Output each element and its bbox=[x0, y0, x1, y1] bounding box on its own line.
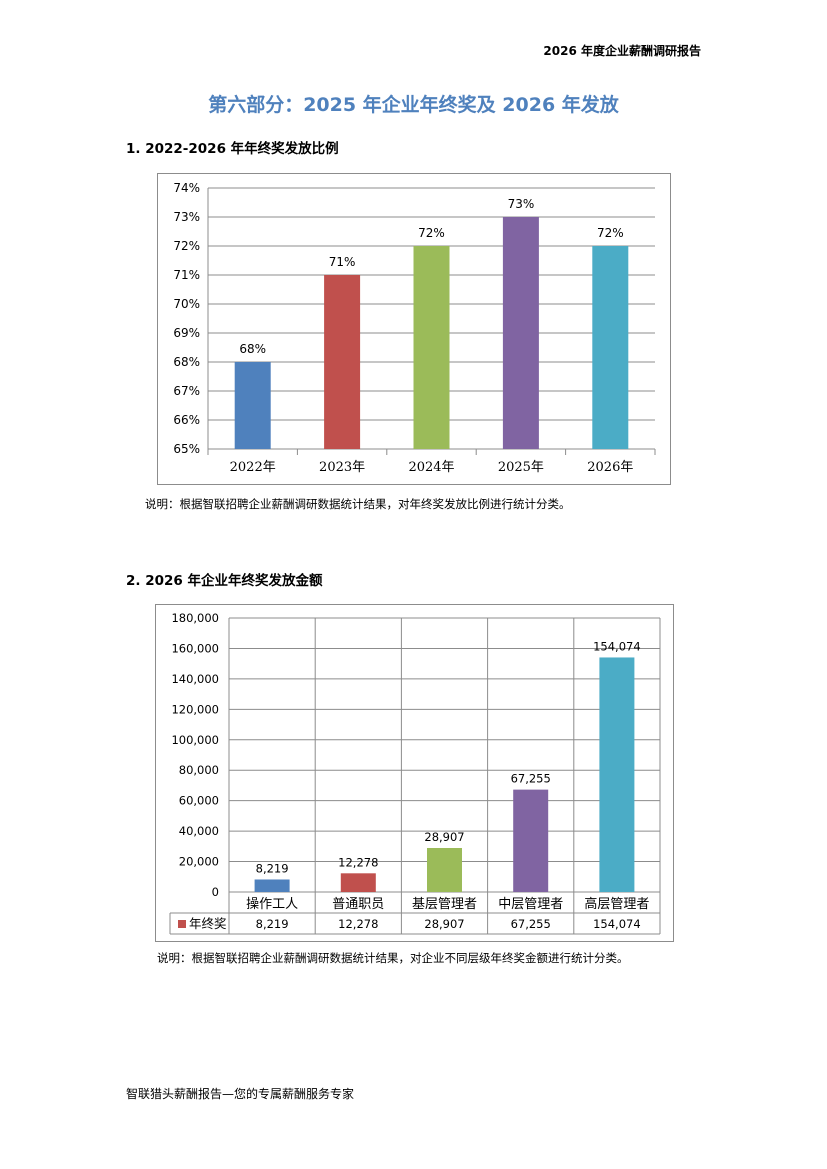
report-header: 2026 年度企业薪酬调研报告 bbox=[543, 44, 701, 58]
x-tick-label: 基层管理者 bbox=[412, 897, 477, 912]
x-tick-label: 2024年 bbox=[408, 460, 454, 475]
x-tick-label: 2026年 bbox=[587, 460, 633, 475]
y-tick-label: 66% bbox=[173, 413, 200, 427]
x-tick-label: 2025年 bbox=[498, 460, 544, 475]
y-tick-label: 120,000 bbox=[171, 702, 219, 716]
data-label: 71% bbox=[329, 255, 356, 269]
bar bbox=[599, 657, 635, 892]
y-tick-label: 20,000 bbox=[179, 855, 219, 869]
y-tick-label: 100,000 bbox=[171, 733, 219, 747]
x-tick-label: 操作工人 bbox=[246, 896, 298, 912]
data-label: 28,907 bbox=[424, 830, 464, 844]
legend-key bbox=[178, 920, 186, 928]
y-tick-label: 80,000 bbox=[179, 763, 219, 777]
table-cell: 8,219 bbox=[256, 917, 289, 931]
data-label: 67,255 bbox=[511, 772, 551, 786]
bar bbox=[592, 246, 629, 449]
y-tick-label: 65% bbox=[173, 442, 200, 456]
section1-title: 1. 2022-2026 年年终奖发放比例 bbox=[126, 141, 339, 157]
data-label: 8,219 bbox=[256, 861, 289, 875]
data-label: 12,278 bbox=[338, 855, 378, 869]
bonus-amount-chart: 0 20,000 40,000 60,000 80,000 100,000 120,000 1… bbox=[155, 604, 674, 942]
section1-note: 说明：根据智联招聘企业薪酬调研数据统计结果，对年终奖发放比例进行统计分类。 bbox=[145, 497, 571, 511]
data-label: 72% bbox=[418, 226, 445, 240]
data-label: 154,074 bbox=[593, 639, 641, 653]
bonus-ratio-chart-svg: 65% 66% 67% 68% 69% 70% 71% 72% 73% 74% 68% 2022年 71… bbox=[173, 181, 656, 475]
y-tick-label: 140,000 bbox=[171, 672, 219, 686]
bar bbox=[513, 789, 549, 892]
data-label: 72% bbox=[597, 226, 624, 240]
section2-title: 2. 2026 年企业年终奖发放金额 bbox=[126, 573, 323, 589]
bonus-amount-chart-svg: 0 20,000 40,000 60,000 80,000 100,000 120,000 1… bbox=[169, 611, 661, 935]
x-tick-label: 高层管理者 bbox=[584, 896, 649, 912]
y-tick-label: 73% bbox=[173, 210, 200, 224]
x-tick-label: 普通职员 bbox=[332, 897, 384, 912]
y-tick-label: 0 bbox=[212, 885, 219, 899]
y-tick-label: 160,000 bbox=[171, 641, 219, 655]
bonus-ratio-chart: 65% 66% 67% 68% 69% 70% 71% 72% 73% 74% 68% 2022年 71… bbox=[157, 173, 671, 485]
bar bbox=[234, 362, 271, 449]
legend-series-label: 年终奖 bbox=[189, 916, 227, 931]
table-cell: 12,278 bbox=[338, 917, 378, 931]
x-tick-label: 2022年 bbox=[230, 460, 276, 475]
data-label: 68% bbox=[239, 342, 266, 356]
table-cell: 28,907 bbox=[424, 917, 464, 931]
y-tick-label: 60,000 bbox=[179, 794, 219, 808]
bar bbox=[413, 246, 450, 449]
y-tick-label: 69% bbox=[173, 326, 200, 340]
x-tick-label: 中层管理者 bbox=[498, 897, 563, 912]
data-label: 73% bbox=[508, 197, 535, 211]
y-tick-label: 67% bbox=[173, 384, 200, 398]
part-title: 第六部分：2025 年企业年终奖及 2026 年发放 bbox=[208, 94, 619, 116]
section2-note: 说明：根据智联招聘企业薪酬调研数据统计结果，对企业不同层级年终奖金额进行统计分类… bbox=[157, 951, 629, 965]
page-footer: 智联猎头薪酬报告—您的专属薪酬服务专家 bbox=[126, 1087, 355, 1101]
bar bbox=[427, 847, 462, 892]
y-tick-label: 71% bbox=[173, 268, 200, 282]
y-tick-label: 40,000 bbox=[179, 824, 219, 838]
bar bbox=[254, 879, 290, 892]
y-tick-label: 180,000 bbox=[171, 611, 219, 625]
x-tick-label: 2023年 bbox=[319, 460, 365, 475]
bar bbox=[502, 217, 539, 449]
bar bbox=[340, 873, 376, 892]
y-tick-label: 74% bbox=[173, 181, 200, 195]
table-cell: 154,074 bbox=[593, 917, 641, 931]
table-cell: 67,255 bbox=[511, 917, 551, 931]
y-tick-label: 68% bbox=[173, 355, 200, 369]
y-tick-label: 70% bbox=[173, 297, 200, 311]
bar bbox=[324, 275, 361, 449]
y-tick-label: 72% bbox=[173, 239, 200, 253]
